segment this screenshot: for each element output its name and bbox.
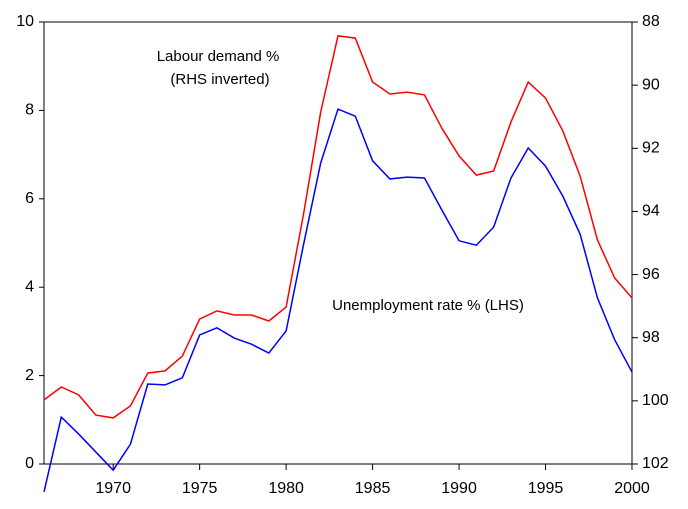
annotation: (RHS inverted) (170, 71, 269, 88)
x-tick-label: 1990 (441, 480, 477, 497)
series-line (43, 108, 633, 493)
x-tick-label: 1985 (355, 480, 391, 497)
y-tick-label: 0 (25, 455, 34, 472)
y2-tick-label: 102 (642, 455, 669, 472)
y2-tick-label: 88 (642, 13, 660, 30)
y2-tick-label: 92 (642, 140, 660, 157)
y-tick-label: 2 (25, 367, 34, 384)
y2-tick-label: 96 (642, 266, 660, 283)
series-line (43, 35, 633, 419)
y-tick-label: 10 (16, 13, 34, 30)
y-tick-label: 4 (25, 278, 34, 295)
x-tick-label: 1980 (268, 480, 304, 497)
annotation: Labour demand % (157, 48, 280, 65)
x-tick-label: 1975 (182, 480, 218, 497)
x-tick-label: 2000 (614, 480, 650, 497)
annotation: Unemployment rate % (LHS) (332, 297, 524, 314)
y2-tick-label: 98 (642, 329, 660, 346)
x-tick-label: 1970 (95, 480, 131, 497)
y2-tick-label: 90 (642, 76, 660, 93)
y-tick-label: 6 (25, 190, 34, 207)
y-tick-label: 8 (25, 102, 34, 119)
y2-tick-label: 94 (642, 203, 660, 220)
plot-frame (43, 21, 633, 465)
x-tick-label: 1995 (528, 480, 564, 497)
y2-tick-label: 100 (642, 392, 669, 409)
